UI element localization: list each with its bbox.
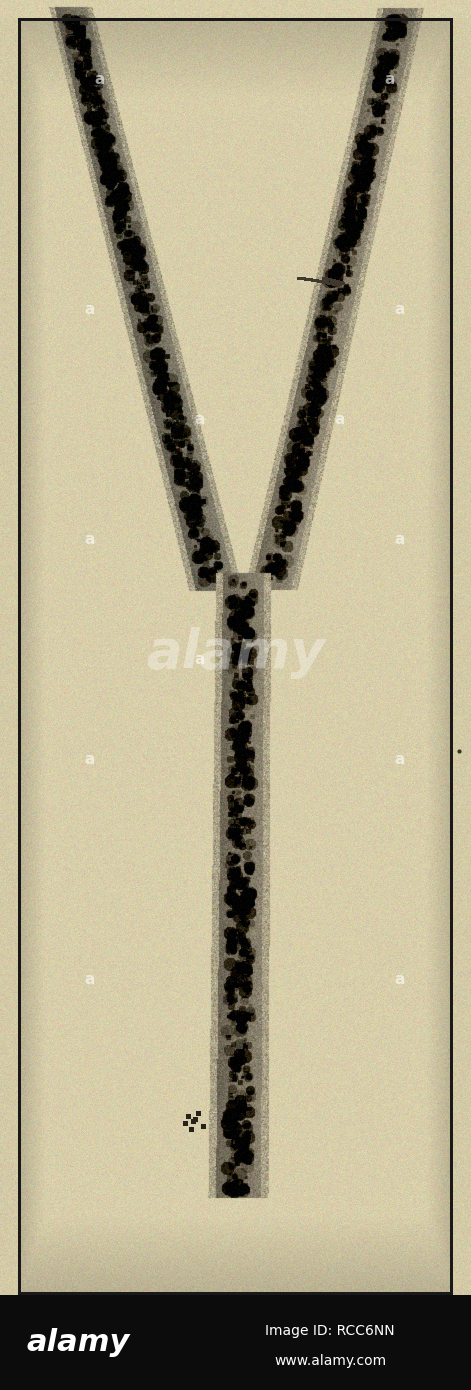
Text: a: a (395, 752, 405, 767)
Text: a: a (95, 72, 105, 88)
Text: a: a (335, 413, 345, 428)
Text: alamy: alamy (146, 627, 325, 680)
Text: a: a (85, 303, 95, 317)
Text: a: a (85, 532, 95, 548)
Text: Image ID: RCC6NN: Image ID: RCC6NN (265, 1325, 395, 1339)
Text: a: a (195, 413, 205, 428)
Text: www.alamy.com: www.alamy.com (274, 1354, 386, 1369)
Text: a: a (395, 303, 405, 317)
Text: a: a (385, 72, 395, 88)
Text: a: a (85, 752, 95, 767)
Text: a: a (395, 973, 405, 987)
Text: a: a (395, 532, 405, 548)
Text: a: a (195, 652, 205, 667)
Text: a: a (85, 973, 95, 987)
Text: alamy: alamy (26, 1327, 130, 1357)
